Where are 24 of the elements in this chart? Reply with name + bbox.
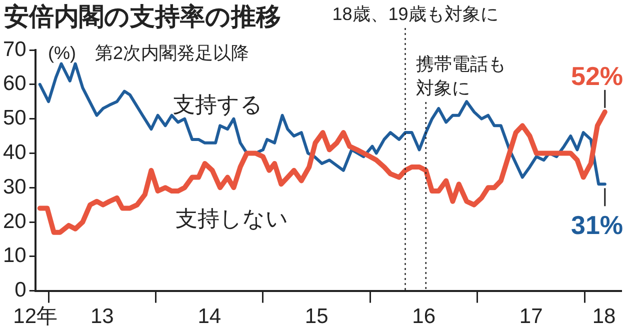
x-tick-label: 12年 [13, 305, 58, 328]
y-tick-label: 60 [3, 72, 26, 96]
x-tick-label: 14 [198, 305, 222, 328]
annotation: 52% [570, 60, 624, 91]
y-tick-label: 20 [3, 210, 26, 233]
ref-line-label: 携帯電話も対象に [416, 54, 506, 98]
annotation: 31% [570, 210, 624, 240]
y-tick-label: 40 [3, 140, 26, 164]
y-axis-title: (%) [48, 43, 76, 63]
chart-subtitle: 第2次内閣発足以降 [95, 43, 250, 63]
y-tick-label: 50 [3, 106, 26, 130]
ref-line-label: 18歳、19歳も対象に [332, 4, 498, 24]
x-tick-label: 17 [519, 305, 543, 328]
y-tick-label: 70 [3, 38, 26, 61]
chart-title: 安倍内閣の支持率の推移 [4, 3, 281, 31]
y-tick-label: 0 [14, 278, 26, 302]
y-tick-label: 30 [3, 175, 26, 198]
x-tick-label: 15 [304, 305, 328, 328]
x-tick-label: 18 [592, 305, 616, 328]
x-tick-label: 13 [90, 305, 114, 328]
series-label: 支持する [173, 92, 263, 117]
y-tick-label: 10 [3, 244, 26, 268]
series-label: 支持しない [176, 206, 288, 231]
x-tick-label: 16 [412, 305, 436, 328]
